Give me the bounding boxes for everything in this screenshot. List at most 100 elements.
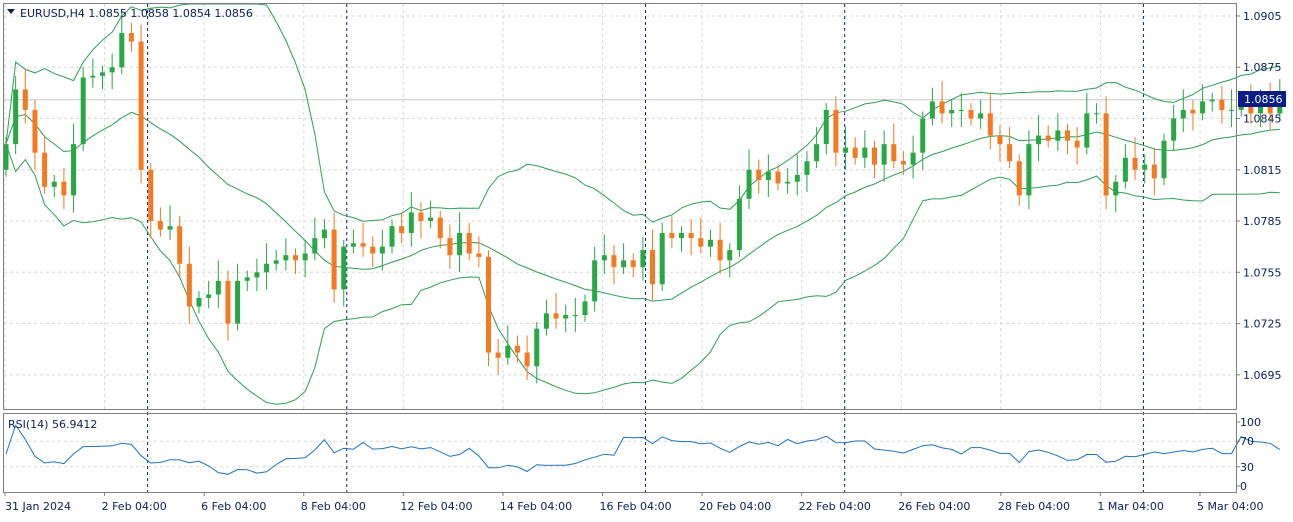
candle-body	[1248, 101, 1254, 114]
candle-body	[1007, 144, 1013, 162]
candle-body	[177, 226, 183, 264]
candle-body	[1074, 140, 1080, 148]
candle-body	[109, 67, 115, 73]
candle-body	[572, 315, 578, 317]
rsi-y-tick-label: 0	[1240, 480, 1247, 493]
candle-body	[321, 229, 327, 239]
candle-body	[428, 217, 434, 222]
candle-body	[1036, 135, 1042, 145]
x-tick-label: 14 Feb 04:00	[500, 500, 572, 513]
bollinger-lower-band	[5, 143, 1280, 405]
candle-body	[167, 226, 173, 230]
candle-body	[379, 246, 385, 254]
candle-body	[196, 297, 202, 307]
y-tick-label: 1.0695	[1243, 369, 1282, 382]
y-tick-label: 1.0845	[1243, 112, 1282, 125]
candle-body	[13, 89, 19, 145]
x-tick-label: 6 Feb 04:00	[201, 500, 266, 513]
x-tick-label: 8 Feb 04:00	[301, 500, 366, 513]
symbol-ohlc-label: EURUSD,H4 1.0855 1.0858 1.0854 1.0856	[20, 7, 253, 20]
rsi-pane-frame	[3, 413, 1237, 493]
candle-body	[524, 352, 530, 367]
candle-body	[1084, 113, 1090, 148]
candle-body	[1219, 99, 1225, 110]
candle-body	[756, 169, 762, 181]
candle-body	[206, 294, 212, 298]
candle-body	[958, 109, 964, 111]
candle-body	[679, 232, 684, 239]
candle-body	[794, 174, 800, 182]
candle-body	[61, 181, 67, 196]
candle-body	[138, 41, 144, 170]
candle-body	[32, 109, 38, 153]
candle-body	[543, 313, 549, 329]
candle-body	[659, 232, 665, 285]
candle-body	[293, 255, 298, 261]
candle-body	[823, 109, 829, 145]
candle-body	[592, 260, 598, 302]
candle-body	[235, 280, 241, 324]
x-tick-label: 28 Feb 04:00	[998, 500, 1070, 513]
candle-body	[486, 256, 491, 353]
candle-body	[949, 109, 955, 114]
current-price-label: 1.0856	[1244, 93, 1283, 106]
candle-body	[283, 255, 289, 261]
rsi-y-tick-label: 70	[1240, 435, 1254, 448]
candle-body	[630, 260, 636, 268]
candle-body	[968, 109, 974, 119]
candle-body	[833, 109, 839, 153]
candle-body	[852, 147, 858, 158]
candle-body	[1113, 181, 1119, 196]
candle-body	[331, 229, 337, 290]
y-tick-label: 1.0755	[1243, 266, 1282, 279]
candle-body	[360, 243, 366, 247]
candle-body	[939, 101, 945, 114]
candle-body	[920, 118, 926, 153]
candle-body	[1103, 113, 1109, 196]
candle-body	[1065, 130, 1070, 141]
candle-body	[71, 144, 77, 196]
candle-body	[736, 198, 742, 251]
candle-body	[312, 238, 318, 254]
candle-body	[900, 161, 906, 165]
candle-body	[698, 238, 704, 247]
candle-body	[476, 253, 482, 257]
candle-body	[370, 246, 376, 254]
candle-body	[1055, 130, 1061, 141]
candle-body	[1016, 161, 1022, 196]
candle-body	[51, 181, 57, 187]
y-tick-label: 1.0725	[1243, 318, 1282, 331]
candle-body	[1151, 164, 1157, 179]
candle-body	[765, 171, 771, 181]
candle-body	[1142, 164, 1148, 170]
x-tick-label: 16 Feb 04:00	[600, 500, 672, 513]
x-tick-label: 5 Mar 04:00	[1197, 500, 1263, 513]
candle-body	[910, 152, 916, 165]
current-price-tag	[1238, 91, 1286, 107]
candle-body	[514, 345, 520, 353]
candle-body	[302, 253, 308, 261]
candle-body	[862, 147, 868, 158]
candle-body	[611, 255, 617, 268]
candle-body	[273, 260, 279, 264]
candle-body	[1045, 135, 1051, 141]
candle-body	[1093, 113, 1099, 115]
candle-body	[148, 169, 154, 222]
candle-body	[100, 72, 105, 76]
x-tick-label: 20 Feb 04:00	[699, 500, 771, 513]
candle-body	[1200, 101, 1206, 114]
candle-body	[987, 113, 993, 136]
candle-body	[466, 232, 472, 254]
chevron-down-icon[interactable]	[7, 9, 15, 14]
candle-body	[717, 239, 723, 261]
candle-body	[157, 221, 163, 230]
candle-body	[128, 33, 134, 42]
y-tick-label: 1.0905	[1243, 10, 1282, 23]
candle-body	[688, 232, 694, 239]
rsi-y-tick-label: 100	[1240, 416, 1261, 429]
candle-body	[746, 169, 752, 199]
candle-body	[341, 246, 347, 290]
candle-body	[707, 239, 713, 247]
